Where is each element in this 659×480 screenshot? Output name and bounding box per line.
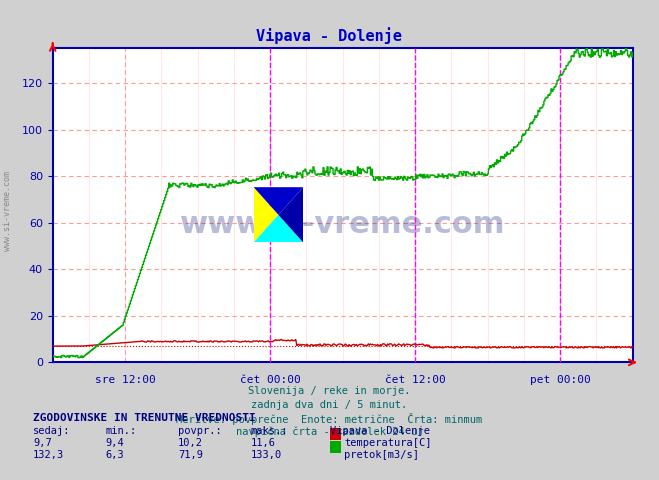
- Text: sre 12:00: sre 12:00: [95, 375, 156, 385]
- Text: 71,9: 71,9: [178, 450, 203, 460]
- Text: 10,2: 10,2: [178, 438, 203, 448]
- Text: maks.:: maks.:: [250, 426, 288, 436]
- Text: 9,4: 9,4: [105, 438, 124, 448]
- Text: 9,7: 9,7: [33, 438, 51, 448]
- Text: sedaj:: sedaj:: [33, 426, 71, 436]
- Text: www.si-vreme.com: www.si-vreme.com: [3, 171, 13, 251]
- Polygon shape: [254, 187, 279, 242]
- Text: pretok[m3/s]: pretok[m3/s]: [344, 450, 419, 460]
- Text: www.si-vreme.com: www.si-vreme.com: [180, 210, 505, 239]
- Text: povpr.:: povpr.:: [178, 426, 221, 436]
- Text: Vipava - Dolenje: Vipava - Dolenje: [330, 426, 430, 436]
- Polygon shape: [254, 215, 303, 242]
- Text: zadnja dva dni / 5 minut.: zadnja dva dni / 5 minut.: [251, 400, 408, 410]
- Polygon shape: [254, 187, 303, 215]
- Text: ZGODOVINSKE IN TRENUTNE VREDNOSTI: ZGODOVINSKE IN TRENUTNE VREDNOSTI: [33, 413, 256, 423]
- Polygon shape: [279, 187, 303, 242]
- Text: navpična črta - razdelek 24 ur: navpična črta - razdelek 24 ur: [236, 427, 423, 437]
- Text: Slovenija / reke in morje.: Slovenija / reke in morje.: [248, 386, 411, 396]
- Text: min.:: min.:: [105, 426, 136, 436]
- Text: 11,6: 11,6: [250, 438, 275, 448]
- Text: 132,3: 132,3: [33, 450, 64, 460]
- Text: 6,3: 6,3: [105, 450, 124, 460]
- Text: Vipava - Dolenje: Vipava - Dolenje: [256, 27, 403, 45]
- Text: Meritve: povprečne  Enote: metrične  Črta: minmum: Meritve: povprečne Enote: metrične Črta:…: [177, 413, 482, 425]
- Text: temperatura[C]: temperatura[C]: [344, 438, 432, 448]
- Text: čet 12:00: čet 12:00: [385, 375, 445, 385]
- Text: 133,0: 133,0: [250, 450, 281, 460]
- Text: pet 00:00: pet 00:00: [530, 375, 590, 385]
- Text: čet 00:00: čet 00:00: [240, 375, 301, 385]
